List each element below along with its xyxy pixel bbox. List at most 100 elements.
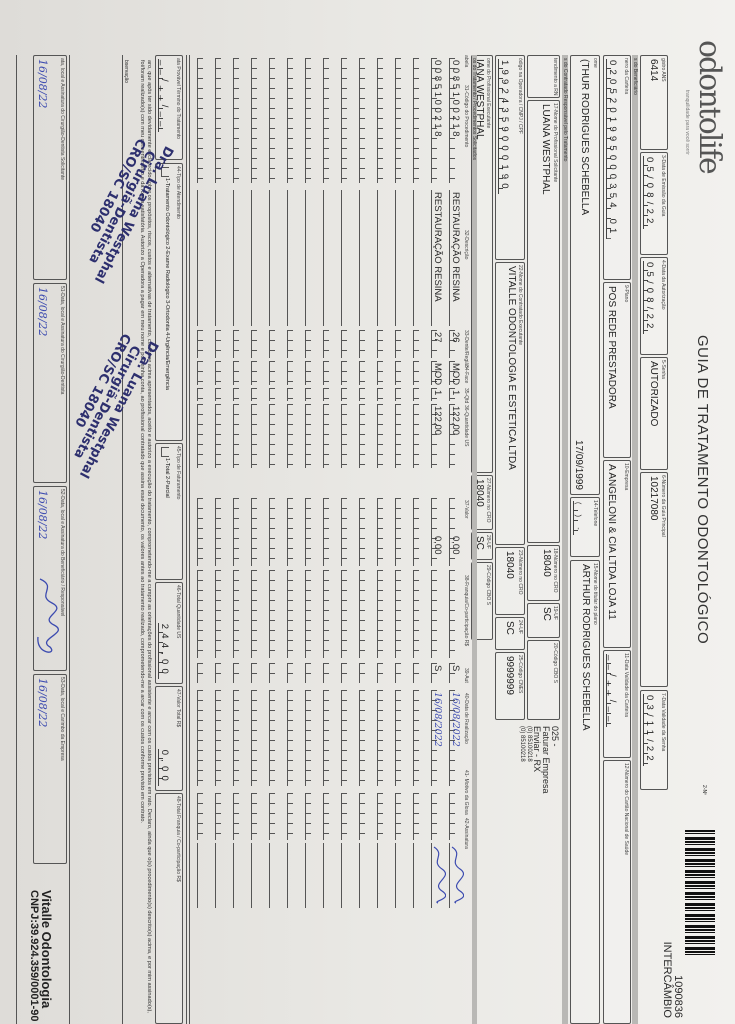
cell-face[interactable] bbox=[233, 361, 242, 385]
company-stamp-field[interactable]: 53-Data, local e Carimbo da Empresa 16/08… bbox=[33, 674, 67, 864]
procedure-row-empty[interactable] bbox=[303, 58, 319, 908]
cell-copay[interactable] bbox=[269, 570, 278, 658]
cell-qty[interactable] bbox=[377, 388, 386, 401]
procedure-row-empty[interactable] bbox=[393, 58, 409, 908]
cell-us[interactable] bbox=[377, 404, 386, 468]
cell-aut[interactable] bbox=[323, 663, 332, 683]
cell-aut[interactable] bbox=[413, 663, 422, 683]
cell-qty[interactable] bbox=[359, 388, 368, 401]
cell-glosa[interactable] bbox=[233, 793, 242, 840]
procedure-row-empty[interactable] bbox=[339, 58, 355, 908]
cell-description[interactable] bbox=[251, 190, 260, 326]
cell-value[interactable] bbox=[305, 498, 314, 566]
cell-us[interactable] bbox=[395, 404, 404, 468]
cell-face[interactable] bbox=[377, 361, 386, 385]
cell-us[interactable] bbox=[197, 404, 206, 468]
field-operator-code[interactable]: ódigo na Operadora / CNPJ / CPF 199243590… bbox=[495, 55, 525, 260]
cell-face[interactable] bbox=[305, 361, 314, 385]
cell-copay[interactable] bbox=[413, 570, 422, 658]
field-executor-uf[interactable]: 24-UF SC bbox=[495, 617, 525, 650]
cell-tooth[interactable] bbox=[341, 330, 350, 358]
cell-tooth[interactable] bbox=[215, 330, 224, 358]
field-card-validity[interactable]: 11-Data Validade da Carteira __/__/__ bbox=[603, 650, 631, 758]
field-main-guide[interactable]: 6-Número da Guia Principal 10217080 bbox=[640, 472, 668, 687]
cell-signature[interactable] bbox=[323, 843, 332, 908]
cell-signature[interactable] bbox=[395, 843, 404, 908]
cell-tooth[interactable] bbox=[233, 330, 242, 358]
cell-us[interactable] bbox=[215, 404, 224, 468]
cell-tooth[interactable] bbox=[269, 330, 278, 358]
cell-code[interactable] bbox=[269, 58, 278, 183]
cell-date[interactable] bbox=[269, 690, 278, 786]
cell-copay[interactable] bbox=[449, 570, 458, 658]
cell-face[interactable] bbox=[215, 361, 224, 385]
cell-value[interactable] bbox=[359, 498, 368, 566]
field-password[interactable]: 5-Senha AUTORIZADO bbox=[640, 357, 668, 470]
cell-value[interactable] bbox=[449, 498, 458, 566]
cell-aut[interactable] bbox=[377, 663, 386, 683]
field-requester-name[interactable]: 17-Nome do Profissional Solicitante LUANA… bbox=[527, 100, 560, 543]
cell-date[interactable] bbox=[413, 690, 422, 786]
cell-signature[interactable] bbox=[197, 843, 206, 908]
cell-glosa[interactable] bbox=[197, 793, 206, 840]
cell-value[interactable] bbox=[413, 498, 422, 566]
cell-description[interactable] bbox=[359, 190, 368, 326]
cell-signature[interactable] bbox=[413, 843, 422, 908]
cell-us[interactable] bbox=[413, 404, 422, 468]
cell-aut[interactable] bbox=[251, 663, 260, 683]
field-executor-cro[interactable]: 23-Número no CRO 18040 bbox=[495, 547, 525, 615]
cell-code[interactable] bbox=[377, 58, 386, 183]
cell-face[interactable] bbox=[269, 361, 278, 385]
procedure-row-empty[interactable] bbox=[375, 58, 391, 908]
cell-us[interactable] bbox=[323, 404, 332, 468]
procedure-row[interactable]: 0 0 8 5 1 0 0 2 1 8 RESTAURAÇÃO RESINA 26 M… bbox=[447, 58, 465, 908]
cell-code[interactable] bbox=[359, 58, 368, 183]
cell-glosa[interactable] bbox=[449, 793, 458, 840]
cell-tooth[interactable] bbox=[305, 330, 314, 358]
cell-copay[interactable] bbox=[197, 570, 206, 658]
cell-copay[interactable] bbox=[233, 570, 242, 658]
cell-aut[interactable] bbox=[215, 663, 224, 683]
cell-face[interactable] bbox=[395, 361, 404, 385]
field-phone[interactable]: 14-Telefone( ) - bbox=[570, 497, 600, 557]
cell-tooth[interactable] bbox=[287, 330, 296, 358]
procedure-row[interactable]: 0 0 8 5 1 0 0 2 1 8 RESTAURAÇÃO RESINA 27 M… bbox=[429, 58, 447, 908]
cell-aut[interactable] bbox=[359, 663, 368, 683]
cell-us[interactable] bbox=[269, 404, 278, 468]
cell-description[interactable] bbox=[377, 190, 386, 326]
cell-glosa[interactable] bbox=[215, 793, 224, 840]
cell-value[interactable] bbox=[431, 498, 440, 566]
procedure-row-empty[interactable] bbox=[213, 58, 229, 908]
cell-date[interactable] bbox=[233, 690, 242, 786]
cell-code[interactable] bbox=[197, 58, 206, 183]
cell-qty[interactable] bbox=[215, 388, 224, 401]
cell-code[interactable] bbox=[251, 58, 260, 183]
cell-tooth[interactable] bbox=[413, 330, 422, 358]
cell-aut[interactable] bbox=[395, 663, 404, 683]
cell-face[interactable] bbox=[287, 361, 296, 385]
cell-aut[interactable] bbox=[305, 663, 314, 683]
field-billing-type[interactable]: 45-Tipo de Faturamento 1-Total 2-Parcial bbox=[155, 443, 183, 580]
cell-value[interactable] bbox=[341, 498, 350, 566]
cell-glosa[interactable] bbox=[251, 793, 260, 840]
cell-qty[interactable] bbox=[287, 388, 296, 401]
cell-tooth[interactable] bbox=[197, 330, 206, 358]
field-emission-date[interactable]: 3-Data de Emissão da Guia 05/08/22 bbox=[640, 152, 668, 255]
cell-copay[interactable] bbox=[359, 570, 368, 658]
cell-signature[interactable] bbox=[305, 843, 314, 908]
cell-code[interactable] bbox=[287, 58, 296, 183]
cell-face[interactable] bbox=[251, 361, 260, 385]
cell-copay[interactable] bbox=[215, 570, 224, 658]
cell-signature[interactable] bbox=[377, 843, 386, 908]
cell-signature[interactable] bbox=[251, 843, 260, 908]
procedure-row-empty[interactable] bbox=[231, 58, 247, 908]
field-company[interactable]: 10-Empresa A ANGELONI & CIA LTDA LOJA 11 bbox=[603, 460, 631, 648]
cell-description[interactable] bbox=[287, 190, 296, 326]
cell-qty[interactable] bbox=[305, 388, 314, 401]
field-plan[interactable]: 9-Plano POS REDE PRESTADORA bbox=[603, 282, 631, 458]
cell-copay[interactable] bbox=[341, 570, 350, 658]
cell-glosa[interactable] bbox=[431, 793, 440, 840]
cell-signature[interactable] bbox=[269, 843, 278, 908]
procedure-row-empty[interactable] bbox=[357, 58, 373, 908]
cell-description[interactable] bbox=[395, 190, 404, 326]
